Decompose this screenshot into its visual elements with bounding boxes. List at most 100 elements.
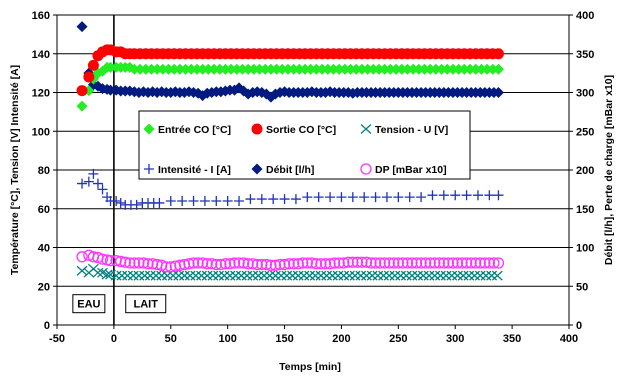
data-point: [374, 257, 386, 269]
data-point: [165, 196, 176, 206]
data-point: [222, 196, 233, 206]
legend-label: Tension - U [V]: [375, 124, 448, 136]
data-point: [479, 257, 491, 269]
data-point: [487, 63, 499, 75]
data-point: [269, 259, 282, 271]
data-point: [419, 257, 432, 269]
data-point: [324, 258, 336, 270]
data-point: [299, 63, 311, 75]
data-point: [290, 194, 301, 205]
data-point: [369, 257, 382, 269]
y-left-tick-label: 140: [32, 49, 50, 61]
legend: Entrée CO [°C] Sortie CO [°C] Tension - U …: [138, 110, 471, 180]
data-point: [493, 190, 504, 201]
data-point: [92, 267, 104, 278]
data-point: [400, 270, 412, 281]
y-left-tick-label: 40: [38, 243, 50, 255]
data-point: [322, 63, 334, 75]
annotation-label: LAIT: [134, 299, 159, 311]
y-right-tick-label: 350: [576, 49, 594, 61]
data-point: [325, 192, 336, 203]
data-point: [288, 63, 300, 75]
data-point: [460, 257, 473, 269]
data-point: [401, 257, 414, 269]
data-point: [351, 256, 364, 268]
data-point: [480, 270, 492, 281]
data-point: [298, 270, 310, 281]
data-point: [484, 190, 495, 201]
data-point: [140, 63, 152, 75]
data-point: [470, 257, 482, 269]
data-point: [137, 257, 150, 269]
data-point: [384, 63, 396, 75]
data-point: [492, 48, 504, 60]
data-point: [188, 196, 199, 206]
data-point: [458, 63, 470, 75]
data-point: [474, 270, 486, 281]
legend-box: [138, 110, 471, 180]
x-axis-label: Temps [min]: [279, 361, 341, 373]
x-tick-label: 350: [503, 333, 521, 345]
legend-marker: [360, 163, 372, 175]
data-point: [336, 192, 347, 203]
data-point: [76, 265, 88, 276]
data-point: [442, 257, 455, 269]
data-point: [160, 261, 172, 273]
data-point: [470, 63, 482, 75]
data-point: [372, 270, 384, 281]
data-point: [338, 257, 350, 269]
data-point: [173, 270, 185, 281]
data-point: [270, 270, 281, 281]
data-point: [390, 63, 402, 75]
data-point: [310, 258, 323, 270]
data-point: [492, 257, 505, 269]
data-point: [401, 63, 413, 75]
data-point: [452, 270, 463, 281]
data-point: [256, 258, 268, 271]
data-point: [76, 100, 88, 112]
data-point: [293, 63, 305, 75]
data-point: [119, 256, 131, 268]
legend-item: DP [mBar x10]: [360, 163, 447, 176]
data-point: [77, 178, 88, 189]
legend-label: Sortie CO [°C]: [266, 124, 336, 136]
data-point: [356, 63, 368, 75]
data-point: [283, 258, 295, 270]
x-tick-label: 100: [218, 333, 236, 345]
data-point: [248, 63, 260, 75]
data-point: [251, 258, 263, 271]
data-point: [237, 257, 250, 269]
data-point: [225, 63, 237, 75]
data-point: [276, 63, 288, 75]
data-point: [306, 257, 318, 269]
data-point: [288, 258, 300, 270]
data-point: [492, 87, 504, 98]
data-point: [247, 258, 259, 270]
data-point: [211, 196, 222, 206]
data-point: [456, 257, 468, 269]
data-point: [92, 178, 103, 189]
data-point: [379, 257, 391, 269]
data-point: [190, 270, 202, 281]
data-point: [332, 270, 344, 281]
data-point: [278, 258, 291, 271]
legend-label: Débit [l/h]: [266, 164, 314, 176]
data-point: [475, 63, 487, 75]
legend-marker: [360, 124, 372, 134]
data-point: [378, 270, 389, 281]
data-point: [127, 270, 139, 281]
annotations: EAU LAIT: [72, 294, 167, 314]
data-point: [191, 63, 203, 75]
data-point: [310, 63, 322, 75]
series-5: [76, 249, 505, 273]
y-right-tick-label: 200: [576, 165, 594, 177]
x-tick-label: 250: [389, 333, 407, 345]
legend-marker: [251, 163, 263, 175]
data-point: [451, 257, 464, 269]
ticks: -50 0 50 100 150 200 250 300 350 4000204060801001…: [32, 10, 595, 345]
data-point: [388, 257, 400, 269]
data-point: [373, 63, 385, 75]
data-point: [282, 63, 294, 75]
data-point: [201, 270, 213, 281]
data-point: [196, 270, 207, 281]
